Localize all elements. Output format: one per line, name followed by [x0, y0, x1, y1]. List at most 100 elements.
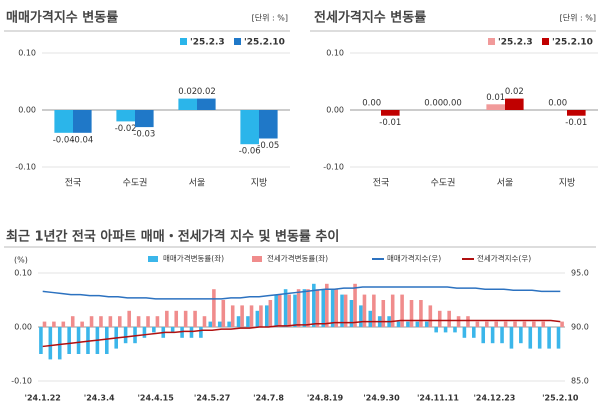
legend-swatch [234, 38, 241, 45]
bar [52, 321, 56, 327]
value-label: -0.04 [53, 135, 75, 145]
y2-tick-label: 95.0 [571, 269, 589, 278]
bar [277, 294, 282, 327]
x-tick-label: '25.2.10 [542, 394, 579, 403]
bar [522, 321, 527, 327]
y2-tick-label: 90.0 [571, 323, 589, 332]
bar [419, 300, 423, 327]
y-tick-label: -0.10 [15, 163, 36, 172]
bar [485, 321, 489, 327]
bar [349, 300, 354, 327]
legend-label: '25.2.3 [190, 38, 225, 48]
bar [453, 327, 457, 333]
bar [490, 327, 495, 344]
bar [325, 283, 329, 327]
bar [127, 310, 131, 327]
bar [189, 327, 194, 338]
legend-label: '25.2.10 [552, 38, 593, 48]
bar [321, 289, 326, 327]
bar [434, 327, 438, 333]
bar [48, 327, 53, 360]
bar [381, 300, 386, 327]
chart-title: 최근 1년간 전국 아파트 매매・전세가격 지수 및 변동률 추이 [6, 229, 339, 245]
x-tick-label: '24.1.22 [25, 394, 61, 403]
x-tick-label: 전국 [373, 178, 390, 189]
line [42, 319, 561, 348]
value-label: -0.03 [133, 130, 155, 140]
x-tick-label: '24.4.15 [137, 394, 174, 403]
bar [54, 110, 73, 133]
bar [268, 300, 273, 327]
bar [500, 327, 504, 344]
bar [447, 310, 451, 327]
bar [472, 327, 476, 338]
bar [89, 316, 94, 327]
x-tick-label: 전국 [65, 178, 82, 189]
bar [293, 294, 297, 327]
bar [560, 321, 564, 327]
bar [400, 294, 404, 327]
chart-title: 매매가격지수 변동률 [6, 11, 118, 26]
bar [199, 327, 203, 338]
bar [165, 310, 169, 327]
legend-swatch [542, 38, 549, 45]
bar [155, 316, 160, 327]
bar [505, 98, 524, 110]
value-label: 0.02 [505, 87, 524, 97]
bar [193, 310, 197, 327]
x-tick-label: 지방 [559, 178, 576, 189]
legend-label: '25.2.10 [244, 38, 285, 48]
bar [437, 310, 442, 327]
bar [212, 289, 216, 327]
legend-label: 매매가격지수(우) [387, 253, 441, 263]
bar [208, 321, 213, 327]
value-label: -0.02 [115, 124, 137, 134]
bar [481, 327, 486, 344]
value-label: 0.01 [486, 93, 505, 103]
y-tick-label: 0.00 [18, 106, 36, 115]
line [42, 286, 561, 300]
bar [105, 327, 109, 354]
chart-title: 전세가격지수 변동률 [314, 10, 426, 26]
bar [142, 327, 147, 338]
bar [178, 98, 197, 110]
value-label: 0.02 [178, 87, 197, 97]
bar [462, 327, 467, 338]
value-label: 0.00 [548, 99, 567, 109]
y-tick-label: 0.10 [326, 49, 344, 58]
legend-swatch [488, 38, 495, 45]
bar [556, 327, 561, 349]
bar [99, 316, 103, 327]
bar [362, 294, 367, 327]
bar [170, 327, 175, 333]
y2-tick-label: 85.0 [571, 377, 589, 386]
x-tick-label: 서울 [189, 178, 206, 189]
bar [259, 110, 278, 139]
y-axis-label: (%) [14, 256, 28, 265]
bar [174, 310, 179, 327]
x-tick-label: '24.7.8 [253, 394, 284, 403]
bar [259, 305, 263, 327]
bar [334, 289, 339, 327]
bar [180, 327, 184, 338]
bar [221, 300, 226, 327]
bar [249, 305, 254, 327]
value-label: -0.05 [257, 141, 279, 151]
bar [409, 300, 414, 327]
bar [353, 283, 357, 327]
bar [123, 327, 128, 344]
bar [406, 321, 410, 327]
bar [240, 110, 259, 145]
bar [312, 283, 316, 327]
bar [283, 289, 288, 327]
legend-label: 전세가격변동률(좌) [267, 253, 328, 263]
bar [343, 294, 348, 327]
bar [541, 321, 546, 327]
bar [537, 327, 542, 349]
bar [76, 327, 81, 354]
y-tick-label: -0.10 [323, 163, 344, 172]
bar [116, 110, 135, 122]
y-tick-label: 0.10 [14, 269, 32, 278]
